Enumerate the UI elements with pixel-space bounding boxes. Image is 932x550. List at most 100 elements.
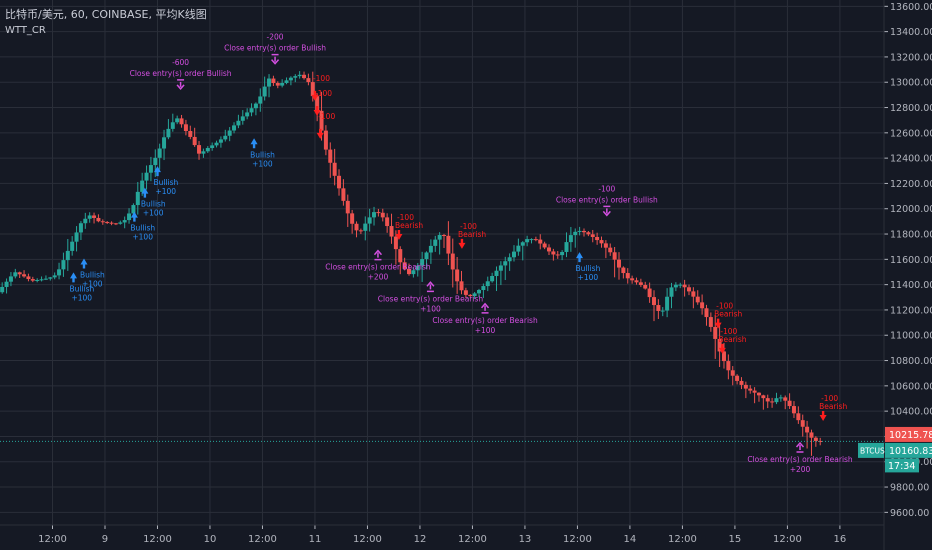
signal-label: Bearish xyxy=(395,221,423,230)
close-order-label: Close entry(s) order Bullish xyxy=(556,195,658,204)
candle-body xyxy=(752,390,757,393)
candle-body xyxy=(809,432,814,438)
x-tick-label: 12:00 xyxy=(143,534,172,545)
candle-body xyxy=(477,290,482,294)
candle-body xyxy=(188,131,193,137)
y-tick-label: 11400.00 xyxy=(890,280,932,291)
buy-arrow-icon xyxy=(80,258,88,269)
candle-body xyxy=(625,273,630,279)
y-tick-label: 9600.00 xyxy=(890,508,929,519)
candle-body xyxy=(638,282,643,285)
candle-body xyxy=(446,235,451,254)
close-order-qty: +100 xyxy=(420,304,441,313)
candle-body xyxy=(717,338,722,352)
candle-body xyxy=(210,145,215,149)
close-arrow-icon xyxy=(795,441,805,453)
candle-body xyxy=(4,281,9,287)
candle-body xyxy=(616,259,621,268)
candle-body xyxy=(328,149,333,163)
signal-qty: +100 xyxy=(71,293,92,302)
signal-label: Bullish xyxy=(153,178,178,187)
signal-label: Bearish xyxy=(718,335,746,344)
candle-body xyxy=(678,284,683,286)
candle-body xyxy=(665,296,670,311)
close-order-qty: +100 xyxy=(475,326,496,335)
close-arrow-icon xyxy=(602,205,611,217)
candle-body xyxy=(297,74,302,77)
sell-arrow-icon xyxy=(316,128,324,139)
candle-body xyxy=(398,249,403,263)
candle-body xyxy=(783,397,788,401)
y-tick-label: 10800.00 xyxy=(890,356,932,367)
ticker-badge xyxy=(858,442,884,458)
candle-body xyxy=(774,398,779,403)
y-tick-label: 11200.00 xyxy=(890,305,932,316)
candle-body xyxy=(498,265,503,271)
candle-body xyxy=(135,191,140,206)
countdown-badge xyxy=(885,458,919,473)
signal-label: Bearish xyxy=(458,230,486,239)
ticker-badge-text: BTCUSD xyxy=(860,446,891,455)
close-order-label: Close entry(s) order Bearish xyxy=(378,294,484,303)
candle-body xyxy=(433,239,438,246)
candle-body xyxy=(603,243,608,248)
candle-body xyxy=(621,267,626,274)
signal-qty: -100 xyxy=(716,302,733,311)
candle-body xyxy=(686,287,691,292)
candle-body xyxy=(660,310,665,312)
candle-body xyxy=(647,288,652,298)
candle-body xyxy=(507,257,512,262)
x-tick-label: 9 xyxy=(102,534,108,545)
candle-body xyxy=(157,148,162,158)
candle-body xyxy=(175,118,180,123)
candle-body xyxy=(35,279,40,281)
candle-body xyxy=(8,276,13,282)
candle-body xyxy=(800,420,805,427)
candle-body xyxy=(721,351,726,362)
signal-label: Bullish xyxy=(576,264,601,273)
buy-arrow-icon xyxy=(576,252,584,263)
candle-body xyxy=(337,175,342,189)
candle-body xyxy=(420,259,425,266)
y-tick-label: 9800.00 xyxy=(890,483,929,494)
x-tick-label: 12:00 xyxy=(458,534,487,545)
candle-body xyxy=(704,308,709,318)
signal-qty: -100 xyxy=(313,74,330,83)
candle-body xyxy=(472,293,477,297)
candle-body xyxy=(306,78,311,83)
candle-body xyxy=(538,239,543,244)
candle-body xyxy=(258,96,263,104)
close-order-qty: -100 xyxy=(598,184,615,193)
candle-body xyxy=(643,284,648,289)
candle-body xyxy=(30,279,35,281)
candle-body xyxy=(380,212,385,218)
candle-body xyxy=(26,276,31,280)
x-tick-label: 15 xyxy=(729,534,742,545)
close-arrow-icon xyxy=(176,79,185,91)
sell-arrow-icon xyxy=(313,106,321,117)
candle-body xyxy=(74,232,79,242)
candle-body xyxy=(485,281,490,287)
candle-body xyxy=(459,281,464,291)
candle-body xyxy=(140,180,145,192)
candle-body xyxy=(367,217,372,224)
candle-body xyxy=(131,205,136,214)
candle-body xyxy=(612,252,617,260)
sell-arrow-icon xyxy=(819,410,827,421)
candle-body xyxy=(61,260,66,270)
candle-body xyxy=(122,220,127,223)
signal-label: Bullish xyxy=(130,224,155,233)
signal-qty: +100 xyxy=(82,279,103,288)
candle-body xyxy=(109,222,114,224)
sell-arrow-icon xyxy=(395,230,403,241)
candle-body xyxy=(428,245,433,253)
candle-body xyxy=(127,213,132,221)
candle-body xyxy=(599,240,604,244)
x-tick-label: 16 xyxy=(834,534,847,545)
candle-body xyxy=(813,437,818,441)
candle-body xyxy=(586,232,591,235)
close-arrow-icon xyxy=(480,302,490,314)
close-order-label: Close entry(s) order Bullish xyxy=(130,69,232,78)
